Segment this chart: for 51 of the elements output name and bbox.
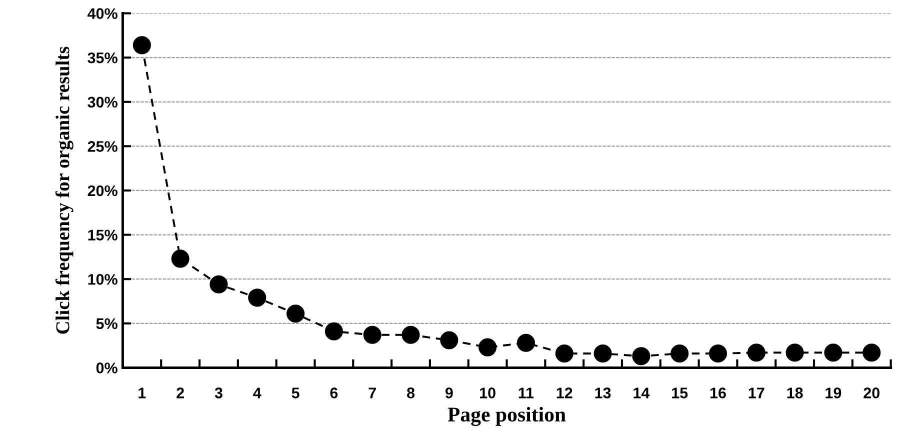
x-tick-label: 8 — [406, 388, 415, 398]
point — [440, 331, 458, 350]
point — [171, 250, 190, 268]
y-tick-label: 15% — [88, 230, 118, 240]
point — [248, 288, 266, 307]
y-tick-label: 25% — [88, 141, 118, 152]
x-axis-title: Page position — [448, 406, 566, 426]
x-tick-label: 17 — [748, 388, 764, 398]
point — [286, 304, 305, 323]
y-tick-label: 0% — [96, 362, 118, 374]
point — [786, 344, 804, 362]
y-tick-label: 30% — [88, 96, 118, 108]
x-tick-label: 16 — [710, 388, 726, 398]
point — [324, 322, 343, 340]
x-tick-label: 14 — [634, 388, 650, 398]
point — [210, 275, 228, 294]
x-tick-label: 6 — [330, 388, 338, 398]
x-tick-label: 20 — [864, 388, 880, 398]
x-tick-label: 11 — [518, 388, 534, 398]
x-tick-label: 5 — [292, 388, 300, 398]
point — [132, 36, 151, 54]
point — [516, 334, 535, 352]
x-tick-label: 7 — [368, 388, 376, 398]
y-tick-label: 5% — [96, 318, 118, 330]
y-tick-label: 20% — [88, 185, 118, 196]
point — [747, 344, 766, 362]
x-tick-label: 2 — [176, 388, 184, 398]
x-tick-label: 12 — [556, 388, 572, 398]
x-tick-label: 15 — [672, 388, 688, 398]
point — [402, 326, 420, 344]
x-tick-label: 18 — [787, 388, 803, 398]
x-tick-label: 3 — [214, 388, 222, 398]
point — [670, 344, 689, 363]
point — [478, 338, 497, 356]
y-tick-label: 35% — [88, 52, 118, 64]
point — [708, 344, 728, 363]
y-axis-title: Click frequency for organic results — [55, 46, 74, 334]
point — [862, 344, 881, 362]
x-tick-label: 1 — [138, 388, 146, 398]
x-tick-label: 10 — [480, 388, 496, 398]
y-tick-label: 40% — [88, 8, 118, 19]
point — [632, 347, 650, 366]
x-tick-label: 4 — [253, 388, 262, 398]
y-tick-label: 10% — [88, 274, 118, 285]
point — [824, 344, 842, 362]
point — [363, 326, 382, 344]
x-tick-label: 9 — [445, 388, 453, 398]
point — [594, 344, 612, 363]
point — [555, 344, 574, 363]
x-tick-label: 19 — [826, 388, 842, 398]
x-tick-label: 13 — [595, 388, 611, 398]
